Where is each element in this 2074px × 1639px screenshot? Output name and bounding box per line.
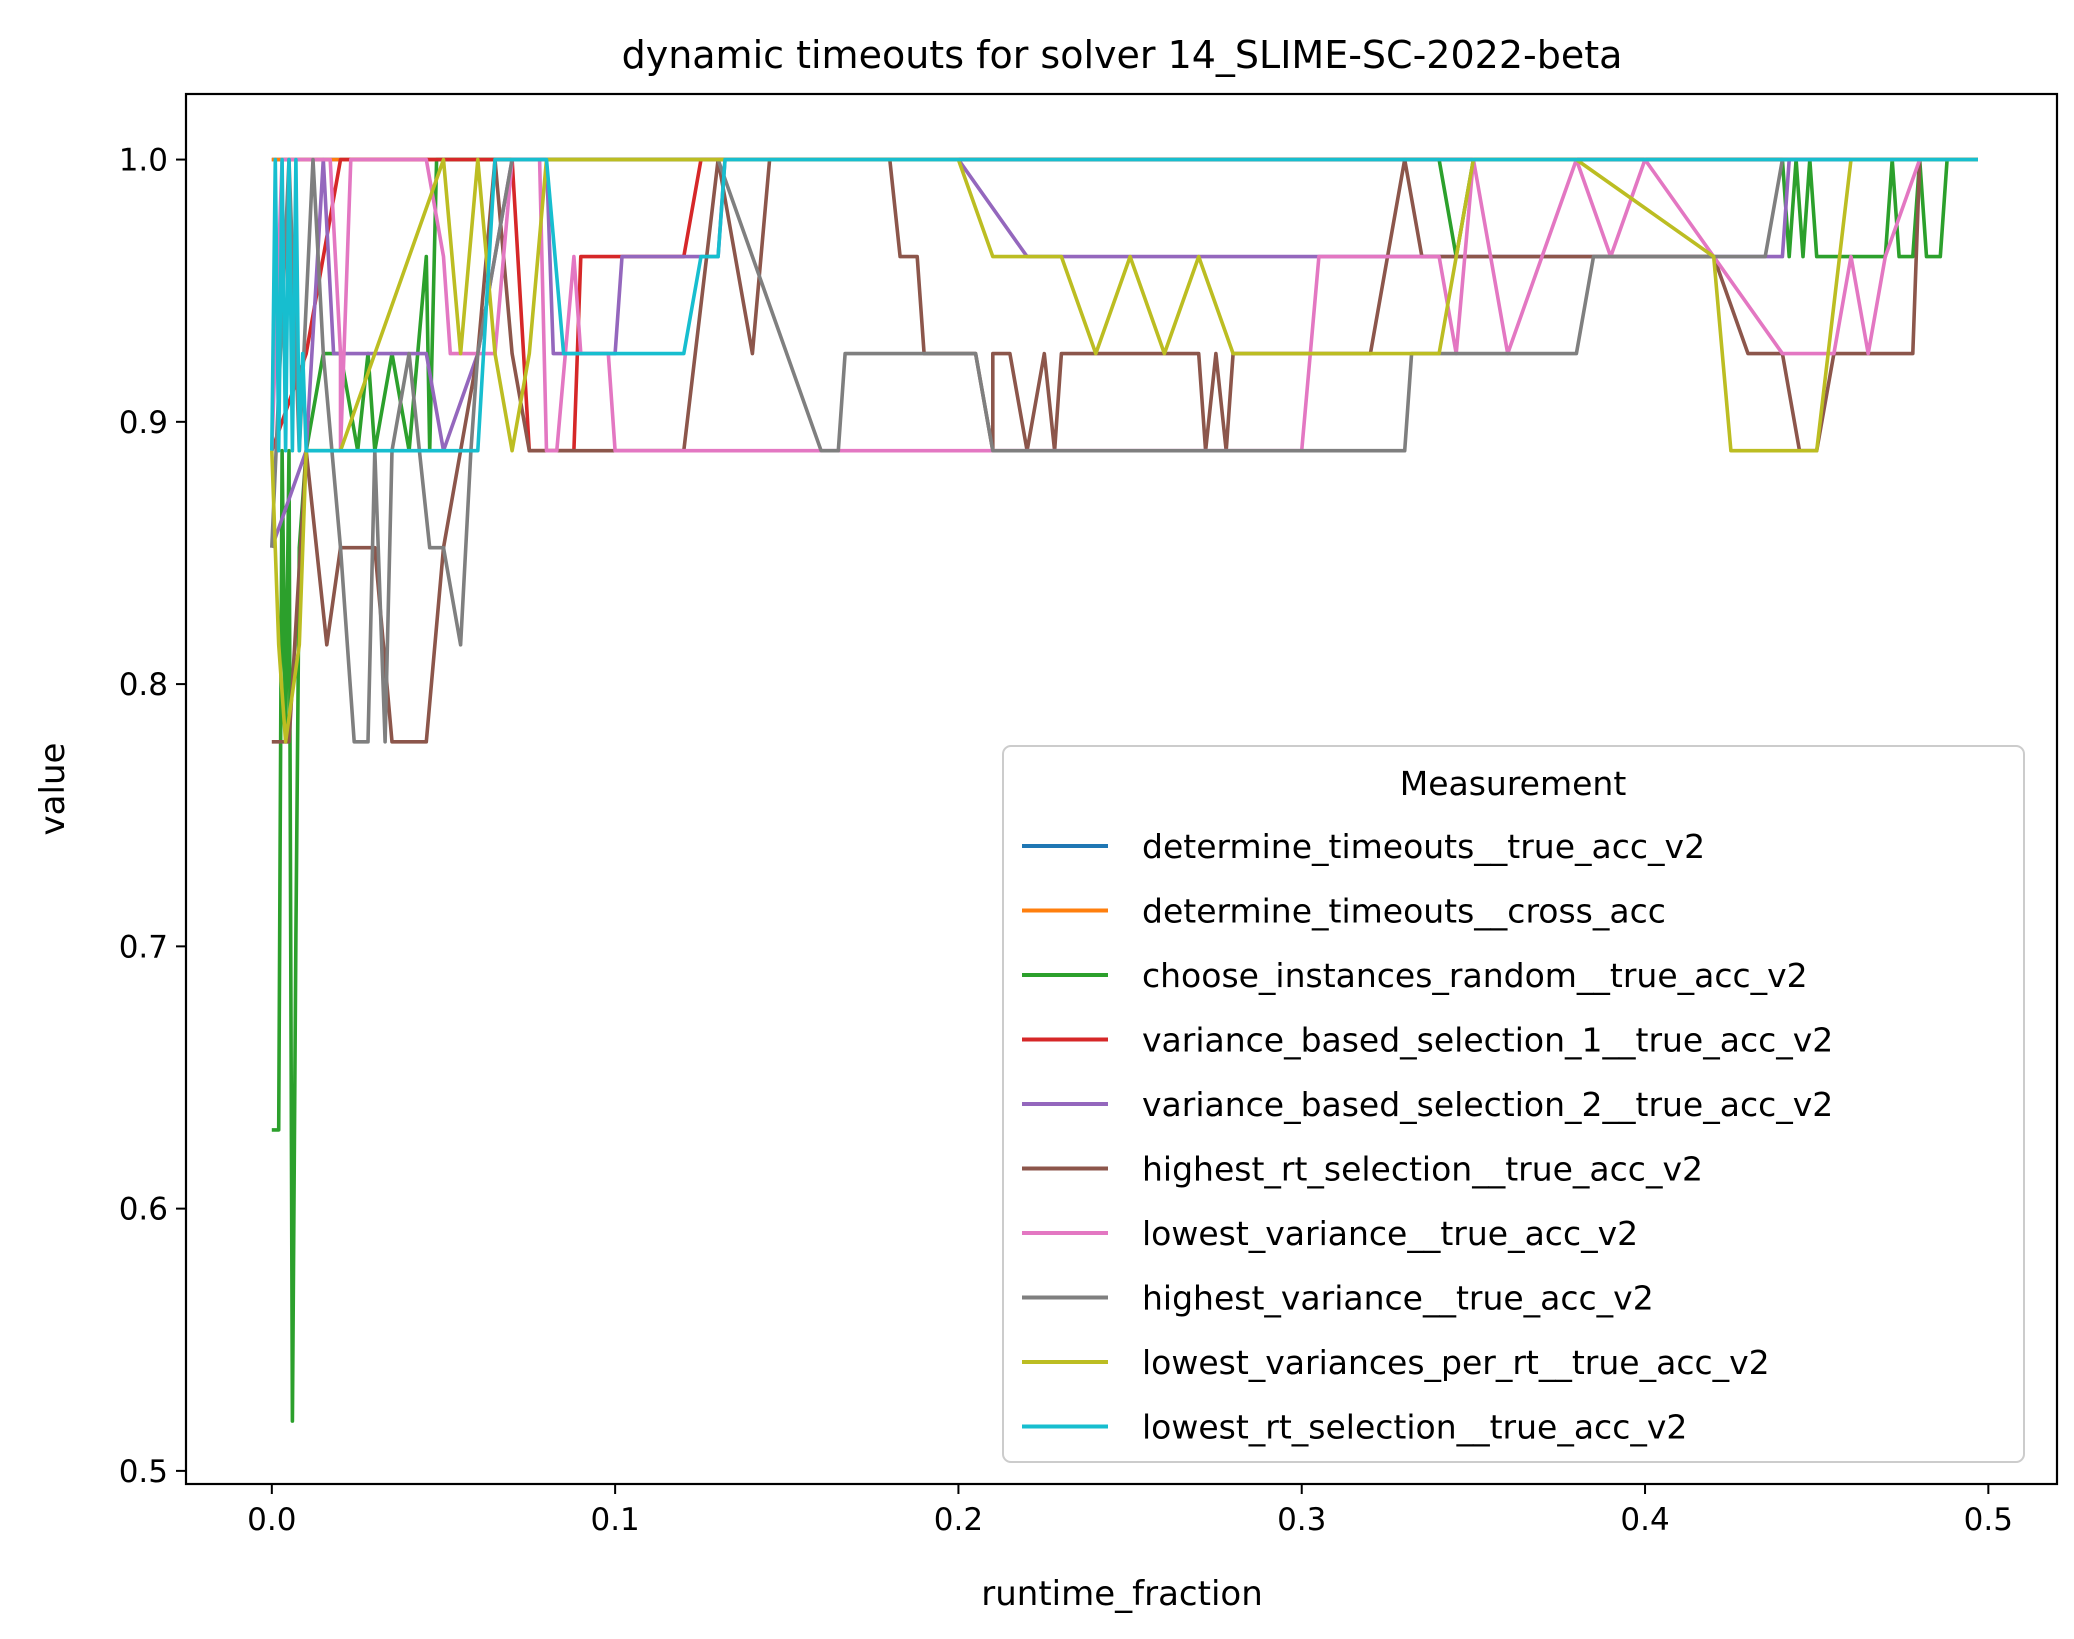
x-tick-label: 0.5 xyxy=(1964,1502,2013,1538)
chart-title: dynamic timeouts for solver 14_SLIME-SC-… xyxy=(622,33,1623,77)
legend-label-10: lowest_rt_selection__true_acc_v2 xyxy=(1142,1408,1687,1447)
y-tick-label: 0.8 xyxy=(119,667,168,703)
legend-label-7: lowest_variance__true_acc_v2 xyxy=(1142,1214,1638,1253)
legend: Measurement determine_timeouts__true_acc… xyxy=(1002,745,2025,1463)
legend-frame xyxy=(1002,745,2025,1463)
series-line-10 xyxy=(270,157,1978,453)
legend-label-3: choose_instances_random__true_acc_v2 xyxy=(1142,956,1808,995)
x-axis-label: runtime_fraction xyxy=(981,1574,1263,1614)
legend-label-4: variance_based_selection_1__true_acc_v2 xyxy=(1142,1021,1833,1060)
y-axis-label: value xyxy=(33,743,73,836)
y-tick-label: 0.5 xyxy=(119,1454,168,1490)
series-line-6 xyxy=(271,157,1978,744)
series-line-8 xyxy=(270,157,1978,744)
legend-label-8: highest_variance__true_acc_v2 xyxy=(1142,1279,1654,1318)
y-tick-label: 0.6 xyxy=(119,1192,168,1228)
plot-frame xyxy=(184,92,2059,1486)
legend-items: determine_timeouts__true_acc_v2 determine… xyxy=(1022,827,1833,1447)
series-layer xyxy=(270,157,1978,1423)
y-tick-label: 0.7 xyxy=(119,929,168,965)
legend-title: Measurement xyxy=(1400,764,1627,803)
x-tick-label: 0.2 xyxy=(934,1502,983,1538)
x-tick-label: 0.4 xyxy=(1620,1502,1669,1538)
legend-label-2: determine_timeouts__cross_acc xyxy=(1142,892,1666,931)
x-axis: 0.0 0.1 0.2 0.3 0.4 0.5 xyxy=(247,1484,2013,1538)
legend-label-5: variance_based_selection_2__true_acc_v2 xyxy=(1142,1085,1833,1124)
y-tick-label: 0.9 xyxy=(119,405,168,441)
legend-label-9: lowest_variances_per_rt__true_acc_v2 xyxy=(1142,1343,1770,1382)
y-tick-label: 1.0 xyxy=(119,143,168,179)
x-tick-label: 0.3 xyxy=(1277,1502,1326,1538)
y-axis: 0.5 0.6 0.7 0.8 0.9 1.0 xyxy=(119,143,186,1490)
legend-label-1: determine_timeouts__true_acc_v2 xyxy=(1142,827,1705,866)
legend-label-6: highest_rt_selection__true_acc_v2 xyxy=(1142,1150,1703,1189)
x-tick-label: 0.0 xyxy=(247,1502,296,1538)
x-tick-label: 0.1 xyxy=(590,1502,639,1538)
